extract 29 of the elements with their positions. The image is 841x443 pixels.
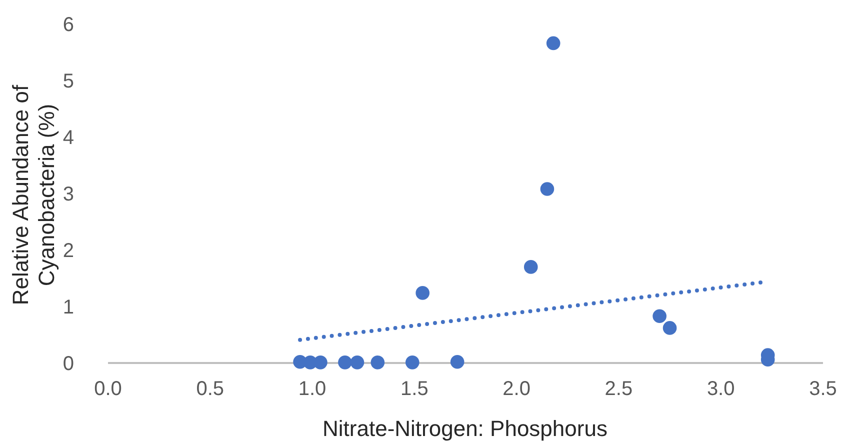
y-tick-label: 0: [62, 353, 74, 375]
x-tick-label: 1.0: [298, 378, 326, 400]
point: [370, 356, 385, 370]
point: [652, 309, 666, 323]
point: [524, 260, 538, 274]
point: [540, 182, 554, 196]
point: [450, 354, 464, 369]
point: [338, 356, 352, 370]
x-tick-label: 3.5: [809, 378, 837, 400]
y-tick-label: 2: [62, 240, 74, 262]
point: [350, 356, 364, 370]
x-tick-label: 2.0: [502, 378, 530, 400]
x-tick-label: 2.5: [604, 378, 633, 400]
y-tick-label: 5: [62, 70, 74, 92]
y-axis-title: Relative Abundance of Cyanobacteria (%): [8, 84, 59, 306]
point: [314, 356, 328, 370]
y-tick-label: 4: [62, 127, 74, 149]
point: [405, 356, 420, 370]
x-axis-title: Nitrate-Nitrogen: Phosphorus: [322, 416, 608, 441]
x-tick-label: 3.0: [706, 378, 735, 400]
y-tick-label: 1: [62, 296, 74, 318]
y-tick-label: 3: [62, 184, 74, 206]
y-tick-label: 6: [62, 14, 74, 36]
point: [662, 321, 677, 335]
point: [416, 286, 430, 300]
point: [546, 36, 560, 50]
x-tick-label: 0.0: [94, 378, 122, 400]
x-tick-label: 1.5: [400, 378, 428, 400]
x-tick-label: 0.5: [196, 378, 224, 400]
